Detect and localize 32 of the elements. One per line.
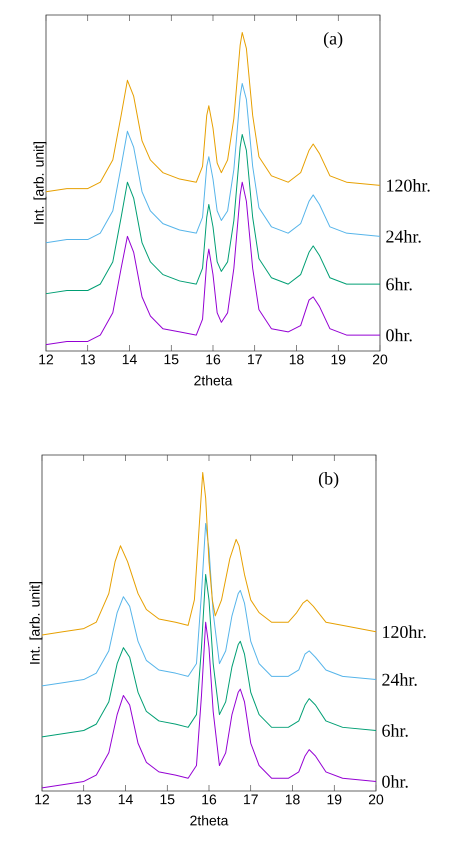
series-label: 120hr. [383, 625, 426, 638]
x-tick-label: 12 [39, 354, 54, 364]
series-label: 6hr. [386, 278, 412, 290]
series-label: 0hr. [386, 328, 412, 342]
series-label: 120hr. [387, 179, 430, 192]
x-axis-title: 2theta [194, 375, 232, 386]
y-axis-title: Int. [arb. unit] [33, 142, 46, 224]
x-tick-label: 17 [248, 354, 262, 364]
annotation: (a) [324, 32, 342, 48]
x-tick-label: 14 [118, 794, 133, 804]
series-label: 24hr. [386, 230, 421, 243]
y-axis-title: Int. [arb. unit] [29, 582, 42, 664]
x-tick-label: 20 [368, 794, 384, 804]
x-tick-label: 16 [202, 794, 216, 804]
x-tick-label: 12 [35, 794, 50, 804]
x-tick-label: 18 [286, 794, 300, 804]
x-tick-label: 13 [77, 794, 91, 804]
x-tick-label: 16 [206, 354, 220, 364]
series-label: 24hr. [382, 673, 417, 686]
x-tick-label: 14 [122, 354, 137, 364]
x-tick-label: 15 [160, 794, 174, 804]
x-tick-label: 19 [328, 794, 342, 804]
x-tick-label: 15 [164, 354, 178, 364]
x-tick-label: 18 [290, 354, 304, 364]
x-tick-label: 19 [332, 354, 346, 364]
annotation: (b) [318, 472, 338, 488]
series-label: 6hr. [382, 724, 408, 737]
x-axis-title: 2theta [190, 815, 228, 826]
series-label: 0hr. [382, 775, 408, 788]
x-tick-label: 20 [372, 354, 388, 364]
x-tick-label: 17 [244, 794, 258, 804]
x-tick-label: 13 [81, 354, 95, 364]
